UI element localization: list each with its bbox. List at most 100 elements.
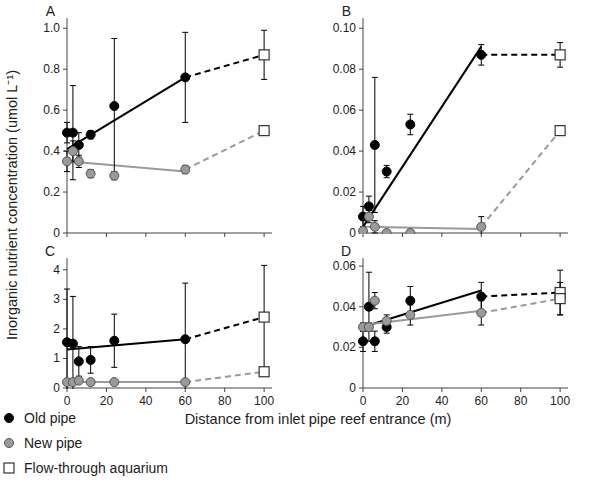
y-tick	[359, 28, 363, 29]
error-cap	[407, 134, 413, 135]
point	[406, 310, 415, 319]
x-tick-label: 100	[550, 394, 570, 408]
error-cap	[478, 216, 484, 217]
y-tick-label: 0.04	[333, 144, 357, 158]
point	[370, 140, 379, 149]
figure: A00.20.40.60.81.0B00.020.040.060.080.10C…	[0, 0, 600, 487]
y-tick-label: 0	[349, 226, 356, 240]
error-cap	[557, 282, 563, 283]
connector-line	[185, 55, 264, 78]
connector-line	[185, 372, 264, 382]
y-tick-label: 0	[53, 226, 60, 240]
error-cap	[407, 114, 413, 115]
error-cap	[478, 282, 484, 283]
error-cap	[384, 314, 390, 315]
x-tick	[185, 233, 186, 237]
error-cap	[557, 67, 563, 68]
point	[359, 226, 368, 234]
point	[382, 167, 391, 176]
y-axis	[67, 18, 68, 233]
point	[110, 336, 119, 345]
x-tick	[520, 388, 521, 392]
error-cap	[64, 171, 70, 172]
y-tick	[63, 192, 67, 193]
y-tick	[63, 233, 67, 234]
x-tick	[106, 388, 107, 392]
error-cap	[384, 333, 390, 334]
x-tick-label: 40	[435, 394, 449, 408]
y-tick-label: 1	[53, 351, 60, 365]
x-tick	[264, 233, 265, 237]
point	[370, 296, 379, 305]
panel-label: A	[46, 3, 56, 19]
y-tick-label: 0	[349, 381, 356, 395]
point	[364, 323, 373, 332]
x-tick-label: 40	[139, 394, 153, 408]
point	[181, 335, 190, 344]
error-cap	[111, 38, 117, 39]
x-axis-label: Distance from inlet pipe reef entrance (…	[185, 411, 452, 427]
point	[74, 157, 83, 166]
point	[477, 308, 486, 317]
error-cap	[372, 308, 378, 309]
legend-label: Old pipe	[24, 410, 76, 426]
error-cap	[261, 79, 267, 80]
legend-label: Flow-through aquarium	[24, 460, 168, 476]
y-tick-label: 0.4	[43, 144, 60, 158]
point	[68, 128, 77, 137]
x-tick	[441, 388, 442, 392]
connector-line	[481, 131, 560, 227]
y-tick	[359, 151, 363, 152]
error-cap	[76, 155, 82, 156]
y-tick-label: 0.2	[43, 185, 60, 199]
y-tick	[359, 347, 363, 348]
legend-label: New pipe	[24, 435, 83, 451]
error-cap	[478, 44, 484, 45]
x-tick-label: 80	[218, 394, 232, 408]
point	[63, 157, 72, 166]
y-tick-label: 2	[53, 322, 60, 336]
y-tick-label: 0.06	[333, 259, 357, 273]
y-tick-label: 0.8	[43, 62, 60, 76]
y-tick-label: 0.02	[333, 340, 357, 354]
error-cap	[384, 165, 390, 166]
trend-line	[363, 311, 481, 325]
error-cap	[478, 300, 484, 301]
error-cap	[64, 289, 70, 290]
error-cap	[70, 85, 76, 86]
y-tick-label: 3	[53, 292, 60, 306]
error-cap	[70, 296, 76, 297]
error-cap	[64, 142, 70, 143]
point	[555, 50, 565, 60]
x-tick-label: 60	[475, 394, 489, 408]
x-tick	[67, 233, 68, 237]
point	[86, 378, 95, 387]
point	[406, 120, 415, 129]
point	[364, 202, 373, 211]
point	[359, 337, 368, 346]
x-axis	[363, 388, 568, 389]
error-cap	[372, 212, 378, 213]
error-cap	[407, 286, 413, 287]
x-tick	[520, 233, 521, 237]
error-cap	[557, 314, 563, 315]
point	[364, 212, 373, 221]
y-tick	[359, 266, 363, 267]
point	[110, 171, 119, 180]
error-cap	[372, 220, 378, 221]
error-cap	[372, 233, 378, 234]
point	[110, 378, 119, 387]
point	[555, 126, 565, 136]
error-cap	[384, 327, 390, 328]
error-cap	[366, 222, 372, 223]
error-cap	[372, 77, 378, 78]
y-tick-label: 4	[53, 263, 60, 277]
point	[406, 229, 415, 235]
y-tick-label: 0.6	[43, 103, 60, 117]
y-tick	[63, 69, 67, 70]
plot-area	[359, 43, 566, 234]
error-cap	[111, 314, 117, 315]
error-cap	[64, 122, 70, 123]
point	[74, 376, 83, 385]
y-tick-label: 0.02	[333, 185, 357, 199]
